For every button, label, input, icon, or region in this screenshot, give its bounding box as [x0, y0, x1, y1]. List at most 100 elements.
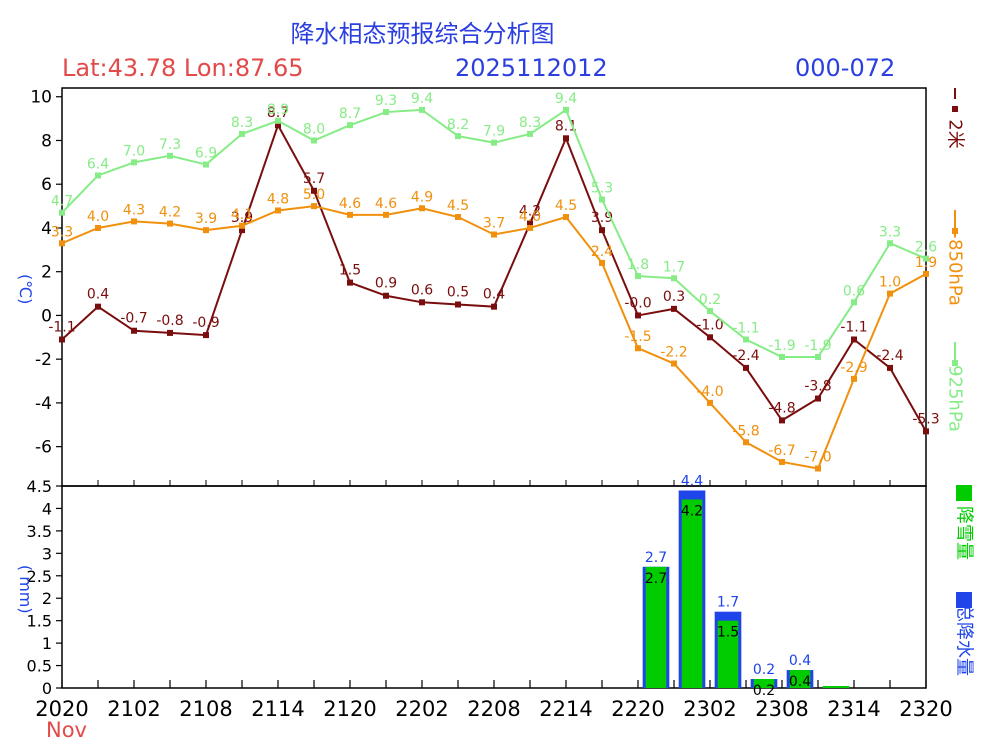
precip-y-tick-label: 3.5 [27, 522, 52, 541]
bar-snow-label: 1.5 [717, 625, 739, 641]
x-tick-label: 2114 [251, 697, 304, 721]
temp-y-tick-label: 2 [41, 263, 52, 283]
point-t2m [599, 227, 605, 234]
point-t925 [383, 109, 389, 116]
point-t850 [491, 231, 497, 238]
point-t925 [419, 106, 425, 113]
data-label-t850: 4.6 [339, 196, 361, 212]
data-label-t850: -6.7 [768, 443, 795, 459]
data-label-t850: -5.8 [732, 423, 759, 439]
point-t925 [95, 172, 101, 179]
x-tick-label: 2202 [395, 697, 448, 721]
data-label-t850: 2.4 [591, 244, 613, 260]
bar-total-label: 0.2 [753, 662, 775, 678]
point-t2m [851, 336, 857, 343]
data-label-t2m: -5.3 [912, 411, 939, 427]
temp-y-tick-label: -4 [35, 394, 52, 414]
precip-y-tick-label: 2.5 [27, 567, 52, 586]
data-label-t925: 1.8 [627, 257, 649, 273]
month-label: Nov [46, 718, 87, 742]
data-label-t850: 4.8 [267, 191, 289, 207]
precip-y-tick-label: 0 [42, 679, 52, 698]
data-label-t850: -1.5 [624, 329, 651, 345]
point-t850 [59, 240, 65, 247]
data-label-t925: 0.2 [699, 292, 721, 308]
bar-total-label: 2.7 [645, 550, 667, 566]
point-t2m [887, 364, 893, 371]
point-t2m [563, 135, 569, 142]
data-label-t925: 3.3 [879, 224, 901, 240]
point-t850 [95, 224, 101, 231]
data-label-t925: 9.3 [375, 93, 397, 109]
point-t850 [131, 218, 137, 225]
point-t925 [599, 196, 605, 203]
point-t850 [635, 345, 641, 352]
point-t850 [779, 458, 785, 465]
data-label-t850: 4.5 [555, 198, 577, 214]
point-t2m [923, 428, 929, 435]
bar-snow-label: 0.2 [753, 683, 775, 699]
point-t850 [887, 290, 893, 297]
data-label-t925: -1.1 [732, 320, 759, 336]
point-t2m [671, 305, 677, 312]
data-label-t2m: -4.8 [768, 400, 795, 416]
point-t925 [167, 152, 173, 159]
temp-y-tick-label: -2 [35, 350, 52, 370]
x-tick-label: 2208 [467, 697, 520, 721]
x-tick-label: 2020 [35, 697, 88, 721]
data-label-t850: 4.2 [159, 205, 181, 221]
point-t2m [779, 417, 785, 424]
point-t2m [347, 279, 353, 286]
point-t925 [455, 133, 461, 140]
point-t925 [491, 139, 497, 146]
point-t925 [779, 353, 785, 360]
x-tick-label: 2220 [611, 697, 664, 721]
legend-swatch-total [956, 592, 972, 608]
data-label-t850: -2.9 [840, 360, 867, 376]
point-t850 [527, 224, 533, 231]
data-label-t925: 6.4 [87, 156, 109, 172]
legend-label-total: 总降水量 [954, 604, 975, 676]
data-label-t925: -1.9 [768, 338, 795, 354]
point-t925 [527, 130, 533, 137]
x-tick-label: 2214 [539, 697, 592, 721]
point-t925 [563, 106, 569, 113]
data-label-t925: 8.3 [519, 115, 541, 131]
point-t850 [707, 399, 713, 406]
point-t925 [275, 117, 281, 124]
point-t850 [239, 222, 245, 229]
point-t925 [347, 122, 353, 129]
series-line-t850 [61, 205, 927, 470]
data-label-t2m: 5.7 [303, 171, 325, 187]
point-t925 [851, 299, 857, 306]
point-t925 [203, 161, 209, 168]
data-label-t850: -4.0 [696, 384, 723, 400]
data-label-t2m: -2.4 [876, 348, 903, 364]
bar-snow [717, 620, 739, 688]
x-tick-label: 2120 [323, 697, 376, 721]
data-label-t2m: 3.9 [231, 210, 253, 226]
data-label-t925: 7.9 [483, 124, 505, 140]
data-label-t850: 4.3 [123, 202, 145, 218]
data-label-t2m: 0.9 [375, 276, 397, 292]
point-t850 [383, 211, 389, 218]
chart-title: 降水相态预报综合分析图 [290, 20, 555, 48]
data-label-t2m: -2.4 [732, 348, 759, 364]
data-label-t2m: 0.5 [447, 284, 469, 300]
temp-y-tick-label: 0 [41, 306, 52, 326]
data-label-t925: 5.3 [591, 181, 613, 197]
data-label-t850: 1.9 [915, 255, 937, 271]
precip-y-tick-label: 0.5 [27, 657, 52, 676]
data-label-t850: 4.0 [87, 209, 109, 225]
legend-marker-t2m [952, 106, 958, 112]
data-label-t925: 0.6 [843, 283, 865, 299]
point-t925 [707, 308, 713, 315]
data-label-t850: 5.0 [303, 187, 325, 203]
data-label-t850: -2.2 [660, 345, 687, 361]
data-label-t925: 6.9 [195, 146, 217, 162]
temp-y-tick-label: 4 [41, 219, 52, 239]
point-t850 [599, 259, 605, 266]
data-label-t925: 1.7 [663, 259, 685, 275]
data-label-t925: 8.7 [339, 106, 361, 122]
